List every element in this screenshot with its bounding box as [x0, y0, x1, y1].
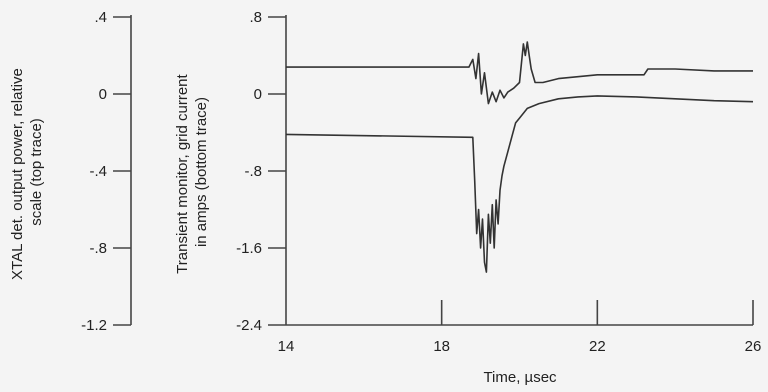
left-axis-title-line1: XTAL det. output power, relative — [9, 68, 26, 280]
x-tick-label: 22 — [589, 338, 606, 355]
right-axis-title-line1: Transient monitor, grid current — [174, 73, 191, 273]
right-axis-title: Transient monitor, grid current in amps … — [174, 70, 210, 274]
left-tick-label: 0 — [99, 86, 107, 103]
left-axis: .4 0 -.4 -.8 -1.2 XTAL det. output power, re… — [9, 9, 132, 334]
left-axis-title: XTAL det. output power, relative scale (… — [9, 64, 45, 280]
right-tick-label: 0 — [254, 86, 262, 103]
right-axis-title-line2: in amps (bottom trace) — [193, 97, 210, 247]
x-axis: 14 18 22 26 Time, µsec — [278, 300, 762, 386]
left-tick-label: -1.2 — [81, 317, 107, 334]
top-trace-line — [286, 41, 753, 105]
x-tick-label: 18 — [433, 338, 450, 355]
x-axis-title: Time, µsec — [483, 369, 557, 386]
left-tick-label: -.8 — [89, 240, 107, 257]
x-tick-label: 14 — [278, 338, 295, 355]
left-tick-label: .4 — [94, 9, 107, 26]
right-tick-label: -2.4 — [236, 317, 262, 334]
right-tick-label: -.8 — [244, 163, 262, 180]
left-tick-label: -.4 — [89, 163, 107, 180]
traces — [285, 41, 754, 273]
right-tick-label: .8 — [249, 9, 262, 26]
bottom-trace-line — [285, 95, 754, 273]
x-tick-label: 26 — [745, 338, 762, 355]
right-tick-label: -1.6 — [236, 240, 262, 257]
left-axis-title-line2: scale (top trace) — [28, 118, 45, 226]
right-axis: .8 0 -.8 -1.6 -2.4 Transient monitor, grid c… — [174, 9, 287, 334]
